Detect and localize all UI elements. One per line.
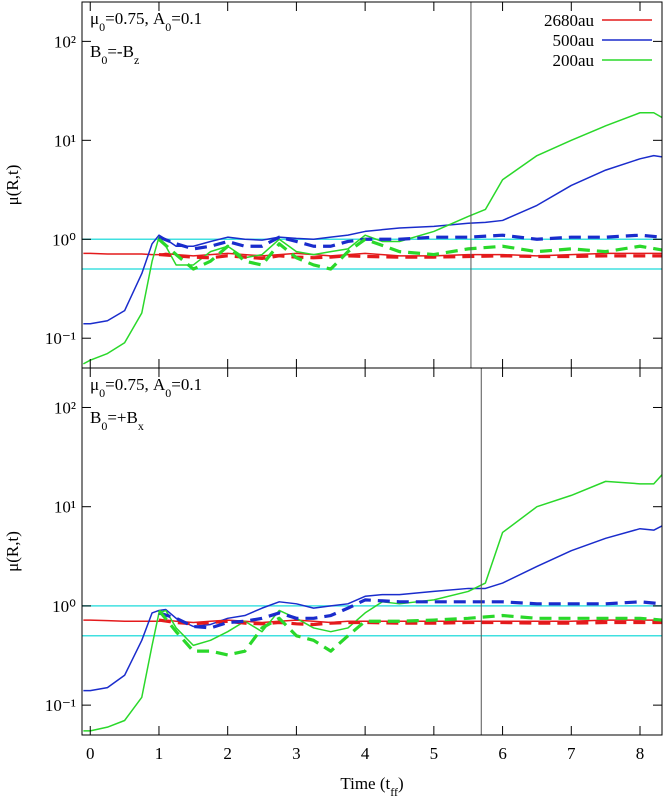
annotation-part: =0.1 <box>171 9 202 28</box>
annotation-part: =0.75, A <box>105 375 166 394</box>
line <box>83 525 662 692</box>
dashed-line <box>158 252 662 261</box>
annotation-part: z <box>134 53 139 67</box>
x-tick-label: 2 <box>223 744 232 763</box>
x-tick-label: 5 <box>430 744 439 763</box>
legend-label: 2680au <box>544 11 595 30</box>
y-axis-label: μ(R,t) <box>3 165 22 206</box>
annotation-part: 0 <box>101 419 107 433</box>
x-tick-label: 1 <box>155 744 164 763</box>
annotation: μ0=0.75, A0=0.1 <box>90 375 202 400</box>
line <box>83 154 662 325</box>
y-axis-label: μ(R,t) <box>3 531 22 572</box>
dashed-line <box>157 609 662 657</box>
annotation-part: =0.75, A <box>105 9 166 28</box>
y-tick-label: 10¹ <box>54 131 76 150</box>
annotation-part: =0.1 <box>171 375 202 394</box>
x-axis-label: Time (tff) <box>340 774 403 798</box>
x-tick-label: 8 <box>636 744 645 763</box>
legend-label: 500au <box>552 31 594 50</box>
plot-area <box>82 368 662 735</box>
dashed-line <box>158 233 662 251</box>
x-tick-label: 3 <box>292 744 301 763</box>
annotation-part: 0 <box>165 386 171 400</box>
y-tick-label: 10⁻¹ <box>45 329 76 348</box>
line <box>83 111 662 365</box>
annotation-part: =+B <box>107 408 138 427</box>
annotation: μ0=0.75, A0=0.1 <box>90 9 202 34</box>
plot-area <box>82 2 662 368</box>
y-tick-label: 10² <box>54 398 76 417</box>
x-axis-label-part: Time (t <box>340 774 390 793</box>
plot-frame <box>81 367 663 736</box>
annotation-part: =-B <box>107 42 134 61</box>
x-tick-label: 0 <box>86 744 95 763</box>
y-tick-label: 10² <box>54 32 76 51</box>
y-tick-label: 10⁻¹ <box>45 696 76 715</box>
annotation-part: 0 <box>101 53 107 67</box>
x-axis-label-part: ) <box>398 774 404 793</box>
y-tick-label: 10⁰ <box>52 597 76 616</box>
x-tick-label: 4 <box>361 744 370 763</box>
annotation-part: μ <box>90 9 99 28</box>
y-tick-label: 10¹ <box>54 498 76 517</box>
line <box>83 474 662 732</box>
annotation-part: 0 <box>99 20 105 34</box>
x-tick-label: 7 <box>567 744 576 763</box>
annotation-part: μ <box>90 375 99 394</box>
dashed-line <box>158 598 662 630</box>
y-tick-label: 10⁰ <box>52 230 76 249</box>
dashed-line <box>158 618 662 627</box>
x-tick-label: 6 <box>498 744 507 763</box>
annotation: B0=+Bx <box>90 408 144 433</box>
line <box>83 619 662 624</box>
legend-label: 200au <box>552 51 594 70</box>
annotation-part: B <box>90 42 101 61</box>
annotation-part: B <box>90 408 101 427</box>
annotation-part: 0 <box>165 20 171 34</box>
annotation-part: x <box>138 419 144 433</box>
annotation-part: 0 <box>99 386 105 400</box>
x-axis-label-part: ff <box>390 785 398 798</box>
annotation: B0=-Bz <box>90 42 139 67</box>
